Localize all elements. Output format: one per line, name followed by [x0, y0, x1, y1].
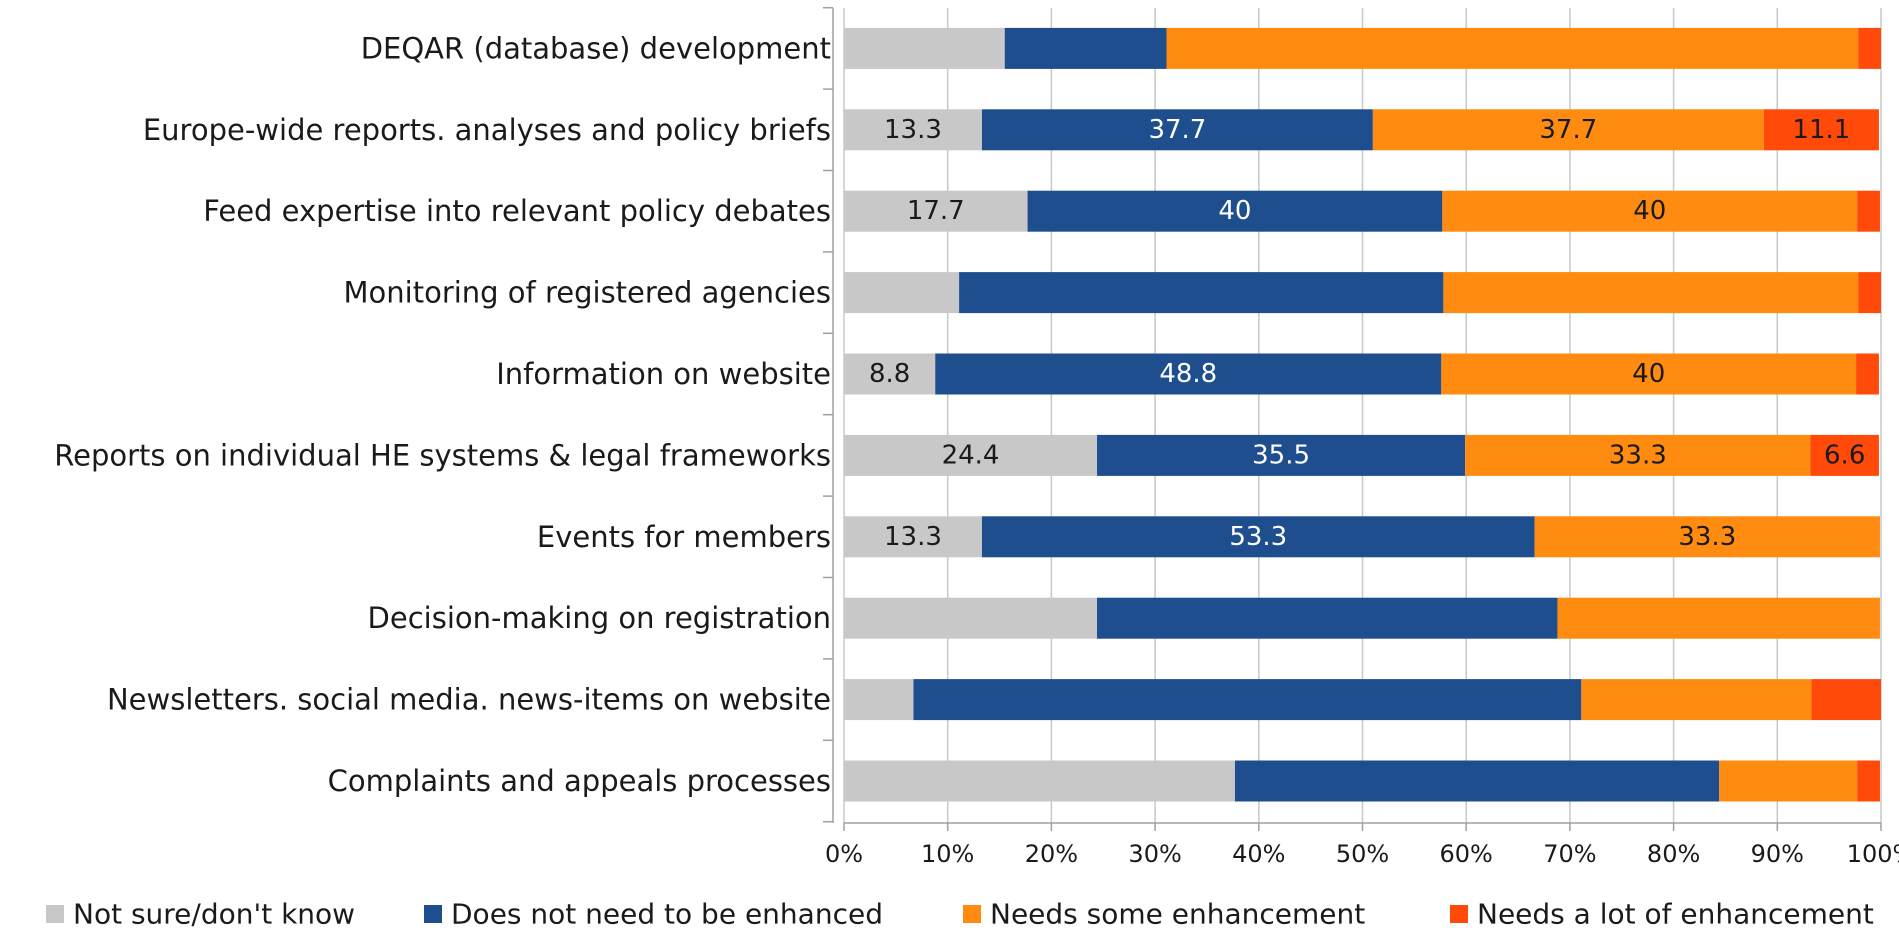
x-tick-label: 40%	[1232, 840, 1285, 868]
bar-segment	[981, 516, 1535, 558]
category-label: Complaints and appeals processes	[328, 764, 831, 798]
bar-segment	[1441, 353, 1857, 395]
bar-segment	[1534, 516, 1880, 558]
x-tick-label: 60%	[1440, 840, 1493, 868]
bar-segment	[1372, 109, 1764, 151]
bar-segment	[1097, 597, 1558, 639]
x-tick-label: 50%	[1336, 840, 1389, 868]
data-label: 40	[1632, 359, 1665, 389]
data-label: 48.8	[1159, 359, 1217, 389]
data-label: 17.7	[907, 196, 965, 226]
bar-segment	[844, 190, 1028, 232]
bar-segment	[913, 679, 1582, 721]
bar-segment	[1234, 760, 1720, 802]
bar-segment	[1465, 434, 1811, 476]
bar-segment	[1443, 272, 1859, 314]
data-label: 13.3	[884, 115, 942, 145]
legend-label: Needs a lot of enhancement	[1477, 898, 1874, 928]
legend-swatch	[1450, 905, 1468, 923]
data-label: 40	[1633, 196, 1666, 226]
bar-segment	[844, 434, 1098, 476]
bar-segment	[1581, 679, 1812, 721]
x-tick-label: 80%	[1647, 840, 1700, 868]
data-label: 37.7	[1148, 115, 1206, 145]
bar-segment	[844, 760, 1235, 802]
x-tick-label: 100%	[1847, 840, 1899, 868]
bar-segment	[1557, 597, 1880, 639]
bar-segment	[1857, 190, 1880, 232]
legend-swatch	[963, 905, 981, 923]
data-label: 37.7	[1539, 115, 1597, 145]
bar-segment	[1858, 272, 1881, 314]
category-label: Information on website	[496, 357, 831, 391]
x-tick-label: 30%	[1128, 840, 1181, 868]
data-label: 53.3	[1229, 522, 1287, 552]
bar-segment	[844, 27, 1005, 69]
data-label: 11.1	[1792, 115, 1850, 145]
data-label: 40	[1218, 196, 1251, 226]
bar-segment	[1856, 353, 1879, 395]
data-label: 13.3	[884, 522, 942, 552]
bar-segment	[844, 679, 914, 721]
data-label: 8.8	[869, 359, 910, 389]
category-label: Reports on individual HE systems & legal…	[54, 438, 831, 472]
bar-segment	[844, 109, 982, 151]
x-tick-label: 20%	[1025, 840, 1078, 868]
category-label: Europe-wide reports. analyses and policy…	[143, 113, 831, 147]
legend-label: Needs some enhancement	[990, 898, 1365, 928]
bar-segment	[959, 272, 1444, 314]
bar-segment	[844, 597, 1098, 639]
bar-segment	[1810, 434, 1879, 476]
legend-swatch	[46, 905, 64, 923]
x-tick-label: 0%	[825, 840, 863, 868]
bar-segment	[1027, 190, 1443, 232]
bar-segment	[1857, 760, 1880, 802]
bar-segment	[981, 109, 1373, 151]
data-label: 35.5	[1252, 440, 1310, 470]
bar-segment	[1719, 760, 1858, 802]
legend-swatch	[424, 905, 442, 923]
category-label: Feed expertise into relevant policy deba…	[203, 194, 831, 228]
bar-segment	[1442, 190, 1858, 232]
category-label: Decision-making on registration	[368, 601, 831, 635]
bar-segment	[844, 272, 960, 314]
bar-segment	[1858, 27, 1881, 69]
bar-segment	[1004, 27, 1167, 69]
category-label: Newsletters. social media. news-items on…	[107, 683, 831, 717]
bar-segment	[844, 353, 936, 395]
data-label: 6.6	[1824, 440, 1865, 470]
data-label: 33.3	[1678, 522, 1736, 552]
category-label: Events for members	[537, 520, 831, 554]
bar-segment	[1097, 434, 1466, 476]
bar-segment	[1763, 109, 1879, 151]
legend-label: Not sure/don't know	[73, 898, 355, 928]
legend-label: Does not need to be enhanced	[451, 898, 883, 928]
category-label: Monitoring of registered agencies	[344, 276, 832, 310]
bar-segment	[1811, 679, 1881, 721]
data-label: 33.3	[1609, 440, 1667, 470]
x-tick-label: 10%	[921, 840, 974, 868]
bar-segment	[935, 353, 1442, 395]
x-tick-label: 70%	[1543, 840, 1596, 868]
data-label: 24.4	[942, 440, 1000, 470]
x-tick-label: 90%	[1751, 840, 1804, 868]
bar-segment	[1166, 27, 1859, 69]
category-label: DEQAR (database) development	[361, 31, 831, 65]
bar-segment	[844, 516, 982, 558]
